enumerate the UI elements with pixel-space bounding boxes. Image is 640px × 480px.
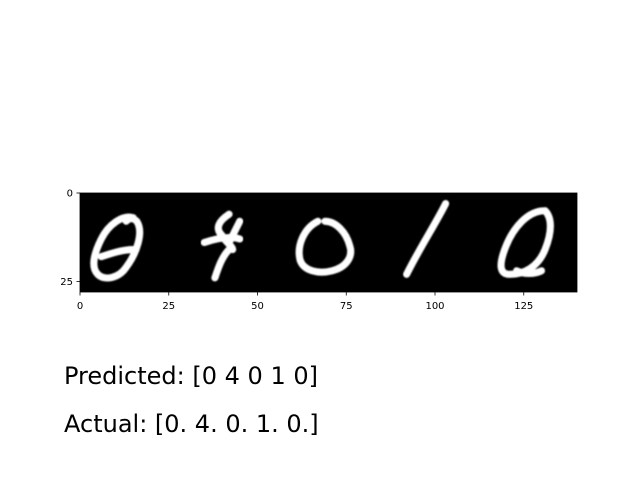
digit-stroke xyxy=(403,200,450,278)
digit-stroke xyxy=(295,217,355,276)
x-tick-label-25: 25 xyxy=(162,301,175,312)
x-tick-label-0: 0 xyxy=(77,301,83,312)
image-background xyxy=(80,193,577,292)
y-tick-label-0: 0 xyxy=(67,189,73,200)
actual-label: Actual: [0. 4. 0. 1. 0.] xyxy=(64,410,319,438)
x-tick-label-100: 100 xyxy=(425,301,444,312)
digit-stroke xyxy=(225,217,244,247)
digit-2-0 xyxy=(295,217,355,276)
digit-1-4 xyxy=(200,210,244,282)
image-frame xyxy=(79,192,578,293)
y-axis: 0 25 xyxy=(60,189,80,288)
x-axis: 0 25 50 75 100 125 xyxy=(77,292,533,312)
digit-stroke xyxy=(497,207,554,278)
digit-stroke xyxy=(513,267,546,277)
predicted-label: Predicted: [0 4 0 1 0] xyxy=(64,362,318,390)
digit-3-1 xyxy=(403,200,450,278)
y-tick-label-25: 25 xyxy=(60,277,73,288)
x-tick-label-125: 125 xyxy=(514,301,533,312)
digit-stroke xyxy=(214,210,237,254)
digit-stroke xyxy=(211,246,233,282)
digits-layer xyxy=(90,200,554,282)
digit-stroke xyxy=(90,213,144,282)
digit-4-0 xyxy=(497,207,554,278)
digit-0-0 xyxy=(90,213,144,282)
digit-stroke xyxy=(97,246,137,261)
x-tick-label-75: 75 xyxy=(340,301,353,312)
x-tick-label-50: 50 xyxy=(251,301,264,312)
